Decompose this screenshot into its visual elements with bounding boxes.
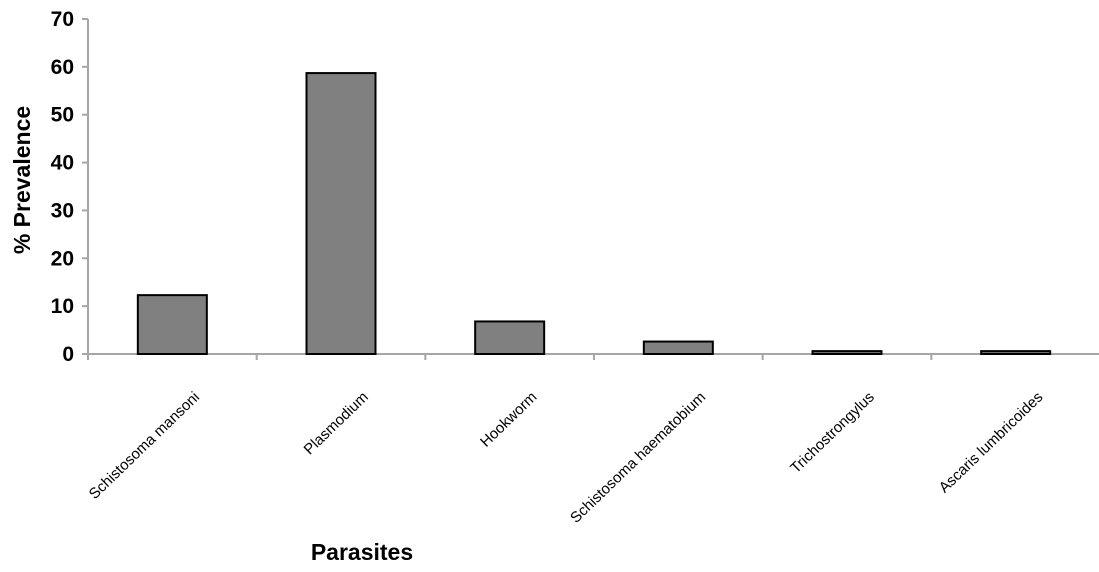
bars — [136, 72, 1052, 356]
x-tick-label: Schistosoma haematobium — [567, 389, 709, 527]
bar — [305, 72, 377, 355]
y-tick-label: 10 — [51, 295, 74, 318]
x-tick-label: Plasmodium — [301, 389, 372, 459]
y-tick-label: 50 — [51, 104, 74, 127]
y-tick-label: 30 — [51, 199, 74, 222]
category-labels: Schistosoma mansoni Plasmodium Hookworm Sch… — [86, 389, 1047, 527]
y-tick-label: 40 — [51, 152, 74, 175]
bar — [980, 350, 1052, 355]
y-tick-label: 0 — [62, 343, 74, 366]
y-axis: 0 10 20 30 40 50 60 70 — [51, 8, 89, 366]
bar — [474, 320, 546, 356]
bar — [642, 340, 714, 355]
x-tick-label: Hookworm — [477, 389, 540, 451]
y-tick-label: 60 — [51, 56, 74, 79]
bar — [136, 294, 208, 355]
x-axis-title: Parasites — [311, 539, 413, 565]
y-tick-label: 20 — [51, 247, 74, 270]
bar — [811, 350, 883, 355]
y-tick-label: 70 — [51, 8, 74, 31]
x-tick-label: Schistosoma mansoni — [86, 389, 203, 503]
y-axis-title: % Prevalence — [9, 106, 35, 254]
x-tick-label: Ascaris lumbricoides — [936, 389, 1047, 497]
x-axis — [87, 353, 1099, 360]
x-tick-label: Trichostrongylus — [787, 389, 878, 477]
